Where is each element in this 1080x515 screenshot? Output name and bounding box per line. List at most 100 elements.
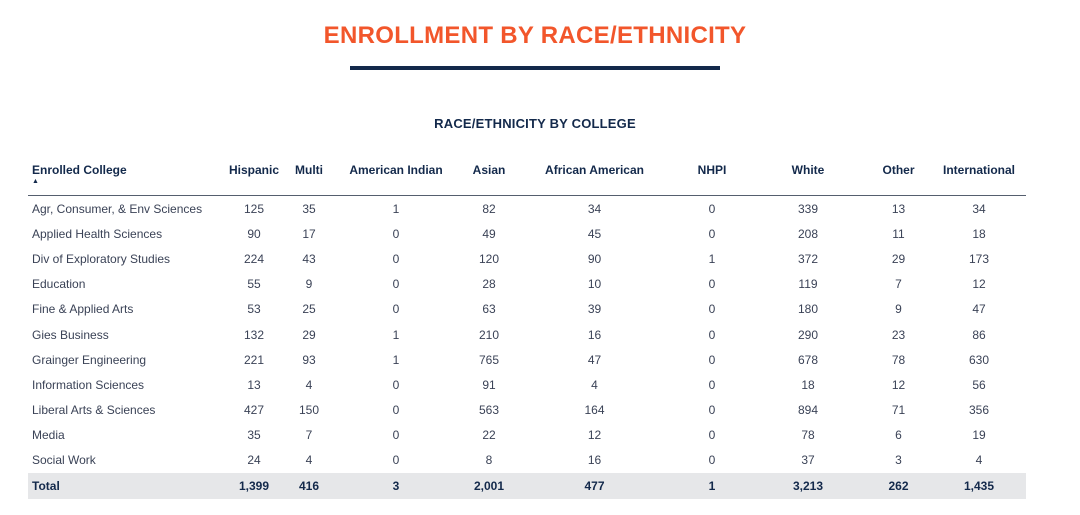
section-title: RACE/ETHNICITY BY COLLEGE <box>434 116 636 131</box>
table-cell: 23 <box>891 327 906 342</box>
total-cell: 3 <box>330 473 462 500</box>
table-cell: 173 <box>968 251 990 266</box>
table-cell: 3 <box>895 453 902 468</box>
table-cell: 29 <box>302 327 316 342</box>
column-header-american-indian[interactable]: American Indian <box>330 158 462 196</box>
total-cell: 1,399 <box>220 473 288 500</box>
table-cell: 356 <box>968 403 990 418</box>
column-header-international[interactable]: International <box>932 158 1026 196</box>
table-cell: 7 <box>895 277 902 292</box>
total-cell: 416 <box>288 473 330 500</box>
sort-ascending-icon[interactable]: ▲ <box>32 178 39 185</box>
table-cell: 1 <box>708 251 716 266</box>
table-cell: 563 <box>478 403 500 418</box>
table-cell: 894 <box>797 403 819 418</box>
total-label: Total <box>28 473 220 500</box>
table-cell: 7 <box>305 428 313 443</box>
table-cell: 24 <box>247 453 261 468</box>
column-header-multi[interactable]: Multi <box>288 158 330 196</box>
table-row: Fine & Applied Arts 53 25 0 63 39 0 180 … <box>28 297 1026 322</box>
college-name-cell: Fine & Applied Arts <box>32 302 134 317</box>
table-cell: 16 <box>587 453 602 468</box>
column-header-enrolled-college[interactable]: Enrolled College ▲ <box>28 158 220 196</box>
table-cell: 1 <box>392 327 400 342</box>
table-cell: 210 <box>478 327 500 342</box>
table-cell: 4 <box>975 453 983 468</box>
table-cell: 164 <box>584 403 605 418</box>
table-cell: 0 <box>708 226 716 241</box>
table-cell: 71 <box>891 403 906 418</box>
college-name-cell: Information Sciences <box>32 377 145 392</box>
table-cell: 29 <box>891 251 906 266</box>
table-cell: 17 <box>302 226 316 241</box>
column-header-label: Enrolled College <box>32 163 127 177</box>
table-cell: 6 <box>895 428 902 443</box>
total-cell: 1 <box>673 473 751 500</box>
column-header-hispanic[interactable]: Hispanic <box>220 158 288 196</box>
college-name-cell: Education <box>32 277 86 292</box>
table-cell: 28 <box>482 277 496 292</box>
table-cell: 0 <box>708 302 716 317</box>
table-cell: 13 <box>247 377 261 392</box>
table-cell: 0 <box>392 226 400 241</box>
column-header-nhpi[interactable]: NHPI <box>673 158 751 196</box>
table-cell: 12 <box>891 377 906 392</box>
table-cell: 0 <box>708 428 716 443</box>
page-title: ENROLLMENT BY RACE/ETHNICITY <box>323 22 747 49</box>
column-header-white[interactable]: White <box>751 158 865 196</box>
table-cell: 93 <box>302 352 316 367</box>
table-cell: 53 <box>247 302 261 317</box>
table-row: Liberal Arts & Sciences 427 150 0 563 16… <box>28 398 1026 423</box>
table-cell: 78 <box>891 352 906 367</box>
table-cell: 0 <box>392 377 400 392</box>
table-cell: 11 <box>892 226 905 241</box>
table-cell: 49 <box>482 226 496 241</box>
college-name-cell: Media <box>32 428 65 443</box>
table-cell: 25 <box>302 302 316 317</box>
table-cell: 0 <box>708 403 716 418</box>
total-cell: 477 <box>516 473 673 500</box>
table-row: Grainger Engineering 221 93 1 765 47 0 6… <box>28 347 1026 372</box>
table-cell: 630 <box>968 352 990 367</box>
table-cell: 765 <box>478 352 500 367</box>
table-cell: 34 <box>587 201 602 216</box>
column-header-other[interactable]: Other <box>865 158 932 196</box>
total-cell: 1,435 <box>932 473 1026 500</box>
table-cell: 10 <box>587 277 602 292</box>
table-cell: 34 <box>972 201 986 216</box>
table-row: Applied Health Sciences 90 17 0 49 45 0 … <box>28 221 1026 246</box>
college-name-cell: Liberal Arts & Sciences <box>32 403 156 418</box>
table-cell: 4 <box>591 377 598 392</box>
table-cell: 4 <box>305 377 313 392</box>
race-ethnicity-table: Enrolled College ▲ Hispanic Multi Americ… <box>28 158 1026 500</box>
table-cell: 12 <box>972 277 986 292</box>
table-cell: 224 <box>243 251 265 266</box>
table-cell: 37 <box>801 453 815 468</box>
table-cell: 150 <box>298 403 320 418</box>
table-cell: 55 <box>247 277 261 292</box>
table-header-row: Enrolled College ▲ Hispanic Multi Americ… <box>28 158 1026 196</box>
table-cell: 9 <box>895 302 902 317</box>
column-header-asian[interactable]: Asian <box>462 158 516 196</box>
table-cell: 0 <box>392 251 400 266</box>
table-row: Agr, Consumer, & Env Sciences 125 35 1 8… <box>28 196 1026 222</box>
table-cell: 1 <box>392 352 400 367</box>
table-row: Gies Business 132 29 1 210 16 0 290 23 8… <box>28 322 1026 347</box>
table-cell: 90 <box>247 226 261 241</box>
college-name-cell: Applied Health Sciences <box>32 226 163 241</box>
table-cell: 45 <box>587 226 602 241</box>
column-header-african-american[interactable]: African American <box>516 158 673 196</box>
table-cell: 290 <box>797 327 819 342</box>
table-cell: 0 <box>392 277 400 292</box>
table-cell: 372 <box>797 251 819 266</box>
table-cell: 0 <box>392 302 400 317</box>
table-cell: 132 <box>243 327 265 342</box>
table-cell: 4 <box>305 453 313 468</box>
college-name-cell: Div of Exploratory Studies <box>32 251 171 266</box>
college-name-cell: Grainger Engineering <box>32 352 147 367</box>
table-cell: 0 <box>392 403 400 418</box>
college-name-cell: Gies Business <box>32 327 109 342</box>
table-cell: 8 <box>485 453 493 468</box>
table-cell: 56 <box>972 377 986 392</box>
table-cell: 0 <box>708 201 716 216</box>
